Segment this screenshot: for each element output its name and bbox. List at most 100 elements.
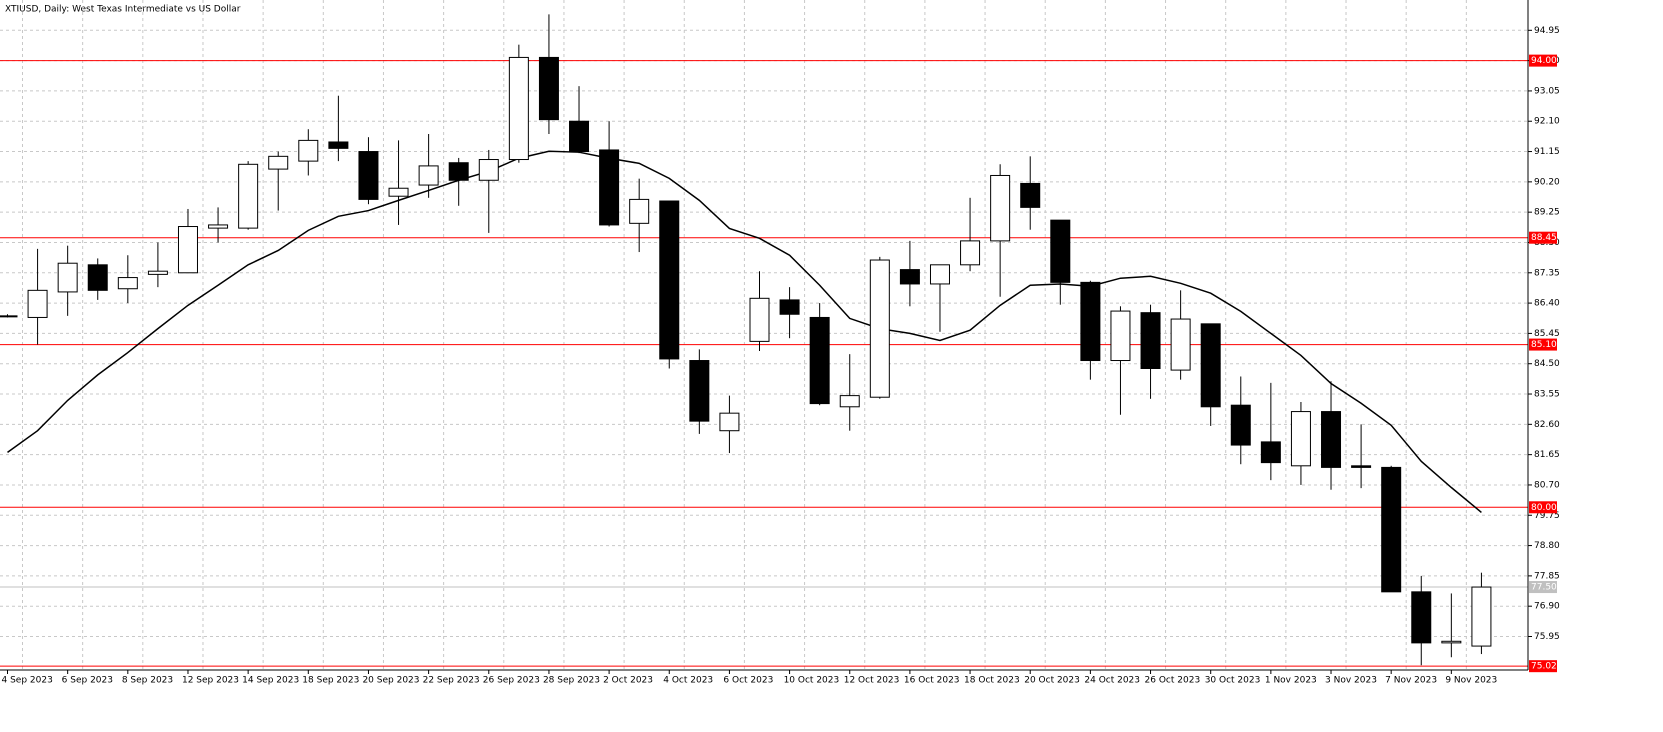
level-label: 80.00 xyxy=(1531,503,1557,513)
candle-body xyxy=(1471,586,1492,647)
candle-body xyxy=(418,165,439,186)
y-tick-label: 78.80 xyxy=(1534,541,1560,551)
candle-body xyxy=(0,315,18,318)
candle-body xyxy=(1290,411,1311,467)
candle-body xyxy=(538,56,559,121)
y-tick-label: 85.45 xyxy=(1534,329,1560,339)
level-label-box xyxy=(1529,231,1557,244)
candle-body xyxy=(117,277,138,290)
x-tick-label: 18 Sep 2023 xyxy=(302,676,359,686)
candle-body xyxy=(1381,466,1402,593)
level-label-box xyxy=(1529,581,1557,594)
x-tick-label: 8 Sep 2023 xyxy=(122,676,173,686)
x-tick-label: 12 Oct 2023 xyxy=(844,676,900,686)
candle-body xyxy=(749,297,770,342)
candle-body xyxy=(147,270,168,275)
candle-body xyxy=(599,149,620,226)
y-tick-label: 92.10 xyxy=(1534,117,1560,127)
y-tick-label: 90.20 xyxy=(1534,177,1560,187)
x-tick-label: 18 Oct 2023 xyxy=(964,676,1020,686)
candle-body xyxy=(238,163,259,229)
x-tick-label: 22 Sep 2023 xyxy=(423,676,480,686)
level-label: 88.45 xyxy=(1531,233,1557,243)
x-tick-label: 4 Oct 2023 xyxy=(663,676,713,686)
level-label-box xyxy=(1529,338,1557,351)
y-tick-label: 94.95 xyxy=(1534,26,1560,36)
moving-average-line xyxy=(7,150,1482,513)
x-tick-label: 6 Oct 2023 xyxy=(723,676,773,686)
x-tick-label: 26 Sep 2023 xyxy=(483,676,540,686)
x-tick-label: 30 Oct 2023 xyxy=(1205,676,1261,686)
x-tick-label: 12 Sep 2023 xyxy=(182,676,239,686)
level-label: 75.02 xyxy=(1531,662,1557,672)
candle-body xyxy=(448,162,469,181)
y-tick-label: 79.75 xyxy=(1534,511,1560,521)
level-label-box xyxy=(1529,501,1557,514)
y-tick-label: 89.25 xyxy=(1534,208,1560,218)
x-tick-label: 1 Nov 2023 xyxy=(1265,676,1317,686)
candle-body xyxy=(1020,182,1041,208)
x-tick-label: 24 Oct 2023 xyxy=(1084,676,1140,686)
y-tick-label: 77.85 xyxy=(1534,571,1560,581)
x-tick-label: 20 Oct 2023 xyxy=(1024,676,1080,686)
candle-body xyxy=(899,269,920,285)
y-tick-label: 86.40 xyxy=(1534,299,1560,309)
candle-body xyxy=(1351,465,1372,468)
candle-body xyxy=(719,412,740,432)
x-tick-label: 6 Sep 2023 xyxy=(62,676,113,686)
x-tick-label: 7 Nov 2023 xyxy=(1385,676,1437,686)
y-tick-label: 83.55 xyxy=(1534,390,1560,400)
candle-body xyxy=(508,56,529,161)
x-tick-label: 20 Sep 2023 xyxy=(362,676,419,686)
candle-body xyxy=(569,120,590,153)
y-tick-label: 91.15 xyxy=(1534,147,1560,157)
y-tick-label: 80.70 xyxy=(1534,480,1560,490)
y-tick-label: 81.65 xyxy=(1534,450,1560,460)
candle-body xyxy=(27,289,48,318)
level-label-box xyxy=(1529,660,1557,673)
level-label: 94.00 xyxy=(1531,56,1557,66)
candle-body xyxy=(268,155,289,170)
candle-body xyxy=(57,262,78,293)
candle-body xyxy=(1110,310,1131,362)
y-tick-label: 87.35 xyxy=(1534,268,1560,278)
candle-body xyxy=(659,200,680,360)
candle-body xyxy=(839,395,860,408)
candle-body xyxy=(1260,441,1281,464)
candle-body xyxy=(87,264,108,291)
candle-body xyxy=(1411,591,1432,644)
x-tick-label: 14 Sep 2023 xyxy=(242,676,299,686)
candle-body xyxy=(929,264,950,285)
candle-body xyxy=(809,316,830,405)
chart-title: XTIUSD, Daily: West Texas Intermediate v… xyxy=(5,5,241,15)
candle-body xyxy=(298,139,319,162)
candle-body xyxy=(177,226,198,274)
candle-body xyxy=(328,141,349,149)
candle-body xyxy=(960,240,981,266)
y-tick-label: 75.95 xyxy=(1534,632,1560,642)
candle-body xyxy=(1230,404,1251,446)
x-tick-label: 28 Sep 2023 xyxy=(543,676,600,686)
candle-body xyxy=(1080,281,1101,362)
y-tick-label: 76.90 xyxy=(1534,602,1560,612)
level-label: 85.10 xyxy=(1531,340,1557,350)
candle-body xyxy=(1441,640,1462,644)
x-tick-label: 3 Nov 2023 xyxy=(1325,676,1377,686)
candle-body xyxy=(1170,318,1191,371)
y-tick-label: 82.60 xyxy=(1534,420,1560,430)
candle-body xyxy=(478,159,499,181)
level-label-box xyxy=(1529,54,1557,67)
y-tick-label: 84.50 xyxy=(1534,359,1560,369)
x-tick-label: 9 Nov 2023 xyxy=(1445,676,1497,686)
x-tick-label: 2 Oct 2023 xyxy=(603,676,653,686)
candle-body xyxy=(358,151,379,200)
y-tick-label: 93.05 xyxy=(1534,86,1560,96)
candle-body xyxy=(1200,323,1221,408)
candle-body xyxy=(779,299,800,315)
x-tick-label: 10 Oct 2023 xyxy=(784,676,840,686)
candle-body xyxy=(1050,219,1071,283)
candle-body xyxy=(990,174,1011,242)
candle-body xyxy=(869,259,890,398)
